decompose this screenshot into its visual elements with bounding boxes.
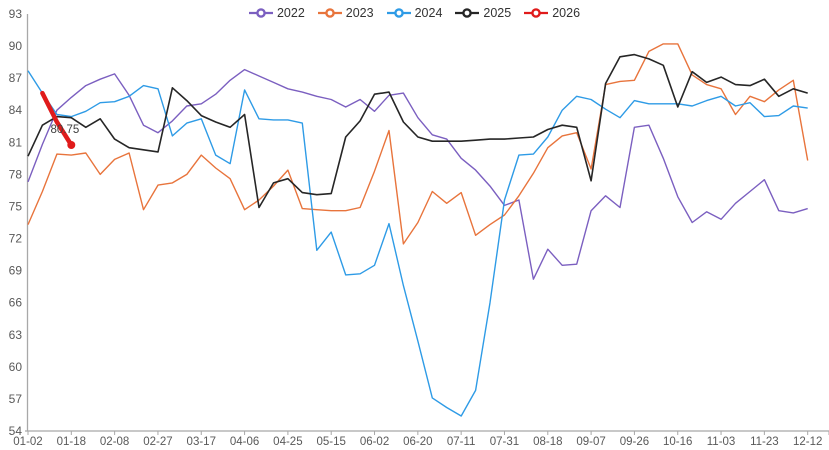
y-tick-label: 90 bbox=[9, 39, 23, 53]
x-tick-label: 09-07 bbox=[576, 436, 605, 448]
legend-marker-icon bbox=[455, 8, 480, 18]
legend-label: 2024 bbox=[414, 6, 443, 20]
series-line-2025 bbox=[27, 53, 808, 209]
x-tick-label: 12-12 bbox=[793, 436, 822, 448]
x-tick-label: 08-18 bbox=[533, 436, 562, 448]
y-tick-label: 60 bbox=[9, 360, 23, 374]
x-tick-label: 03-17 bbox=[187, 436, 216, 448]
y-tick-label: 63 bbox=[9, 328, 23, 342]
legend-item-2022[interactable]: 2022 bbox=[248, 6, 305, 20]
legend-marker-icon bbox=[248, 8, 273, 18]
x-tick-label: 05-15 bbox=[317, 436, 346, 448]
legend-item-2025[interactable]: 2025 bbox=[455, 6, 511, 20]
x-tick-label: 11-23 bbox=[750, 436, 779, 448]
y-tick-label: 87 bbox=[9, 71, 23, 85]
x-tick-label: 07-31 bbox=[490, 436, 519, 448]
x-tick-label: 07-11 bbox=[447, 436, 476, 448]
legend-label: 2026 bbox=[552, 6, 581, 20]
x-tick-label: 02-08 bbox=[100, 436, 129, 448]
legend-label: 2023 bbox=[345, 6, 374, 20]
x-tick-label: 06-20 bbox=[403, 436, 432, 448]
legend-marker-icon bbox=[524, 8, 549, 18]
x-tick-label: 11-03 bbox=[707, 436, 736, 448]
y-tick-label: 93 bbox=[9, 7, 23, 21]
y-tick-label: 78 bbox=[9, 167, 23, 181]
x-tick-label: 10-16 bbox=[663, 436, 692, 448]
legend-label: 2025 bbox=[483, 6, 512, 20]
series-endpoint-dot bbox=[67, 141, 76, 149]
legend-marker-icon bbox=[386, 8, 411, 18]
x-tick-label: 04-25 bbox=[273, 436, 302, 448]
legend-item-2023[interactable]: 2023 bbox=[317, 6, 374, 20]
y-tick-label: 69 bbox=[9, 264, 23, 278]
y-tick-label: 66 bbox=[9, 296, 23, 310]
y-tick-label: 57 bbox=[9, 392, 23, 406]
x-tick-label: 06-02 bbox=[360, 436, 389, 448]
legend-marker-icon bbox=[317, 8, 342, 18]
x-tick-label: 01-18 bbox=[57, 436, 86, 448]
legend-item-2024[interactable]: 2024 bbox=[386, 6, 443, 20]
series-line-2026 bbox=[40, 90, 74, 148]
annotation-last-value: 80.75 bbox=[51, 124, 80, 136]
y-tick-label: 84 bbox=[9, 103, 23, 117]
chart-legend: 2022 2023 2024 2025 2026 bbox=[0, 6, 829, 20]
y-tick-label: 72 bbox=[9, 232, 23, 246]
x-tick-label: 01-02 bbox=[13, 436, 42, 448]
y-tick-label: 75 bbox=[9, 199, 23, 213]
legend-item-2026[interactable]: 2026 bbox=[524, 6, 580, 20]
legend-label: 2022 bbox=[276, 6, 305, 20]
y-tick-label: 81 bbox=[9, 135, 23, 149]
x-tick-label: 02-27 bbox=[143, 436, 172, 448]
series-line-2023 bbox=[27, 43, 809, 245]
series-line-2022 bbox=[27, 68, 808, 280]
y-tick-label: 54 bbox=[9, 424, 23, 438]
x-tick-label: 04-06 bbox=[230, 436, 259, 448]
x-tick-label: 09-26 bbox=[620, 436, 649, 448]
series-line-2024 bbox=[27, 70, 808, 417]
